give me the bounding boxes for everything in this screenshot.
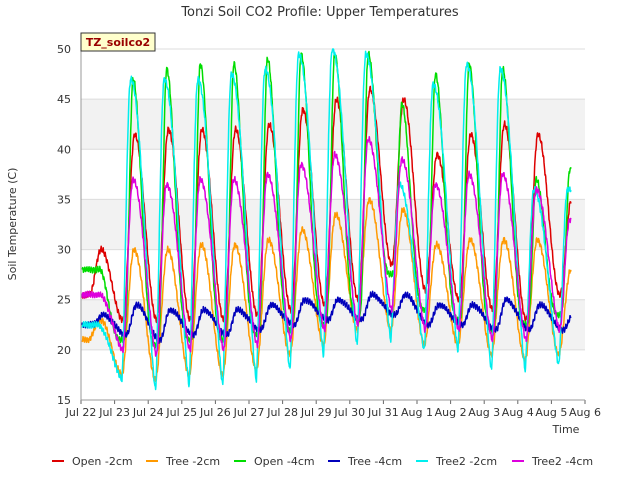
x-tick-label: Aug 5 <box>535 406 567 419</box>
x-tick-label: Jul 30 <box>333 406 365 419</box>
x-tick-label: Aug 2 <box>435 406 467 419</box>
x-tick-label: Jul 25 <box>165 406 197 419</box>
x-tick-label: Aug 1 <box>401 406 433 419</box>
legend-label: Tree -4cm <box>347 455 402 468</box>
y-tick-label: 50 <box>57 43 71 56</box>
y-tick-label: 20 <box>57 344 71 357</box>
series-line-tree2-4cm <box>81 135 572 357</box>
x-tick-labels: Jul 22 Jul 23 Jul 24 Jul 25 Jul 26 Jul 27 Jul … <box>65 406 601 419</box>
site-label: TZ_soilco2 <box>86 36 150 49</box>
x-tick-label: Jul 23 <box>98 406 130 419</box>
x-tick-label: Jul 31 <box>367 406 399 419</box>
x-axis-label: Time <box>552 423 580 436</box>
x-tick-label: Jul 26 <box>199 406 231 419</box>
series-line-tree2-2cm <box>81 48 572 391</box>
y-tick-label: 30 <box>57 244 71 257</box>
y-tick-labels: 15 20 25 30 35 40 45 50 <box>57 43 71 407</box>
x-tick-label: Aug 3 <box>468 406 500 419</box>
legend: Open -2cm Tree -2cm Open -4cm Tree -4cm Tree… <box>52 455 593 468</box>
legend-label: Open -4cm <box>254 455 315 468</box>
legend-label: Open -2cm <box>72 455 133 468</box>
y-tick-label: 45 <box>57 93 71 106</box>
plot-band <box>81 349 585 400</box>
legend-label: Tree2 -2cm <box>435 455 497 468</box>
x-tick-label: Jul 22 <box>65 406 97 419</box>
y-tick-label: 15 <box>57 394 71 407</box>
chart-title: Tonzi Soil CO2 Profile: Upper Temperatur… <box>180 5 459 20</box>
site-label-box: TZ_soilco2 <box>80 32 156 52</box>
y-tick-label: 25 <box>57 294 71 307</box>
x-tick-label: Jul 28 <box>266 406 298 419</box>
x-tick-label: Jul 27 <box>233 406 265 419</box>
legend-label: Tree2 -4cm <box>531 455 593 468</box>
x-tick-label: Aug 6 <box>569 406 601 419</box>
series-layer <box>81 48 572 391</box>
y-axis-label: Soil Temperature (C) <box>6 168 19 281</box>
legend-label: Tree -2cm <box>165 455 220 468</box>
axes <box>80 49 586 404</box>
y-tick-label: 35 <box>57 193 71 206</box>
x-tick-label: Jul 24 <box>132 406 164 419</box>
x-tick-label: Aug 4 <box>502 406 534 419</box>
y-tick-label: 40 <box>57 143 71 156</box>
x-tick-label: Jul 29 <box>300 406 332 419</box>
plot-band <box>81 199 585 250</box>
